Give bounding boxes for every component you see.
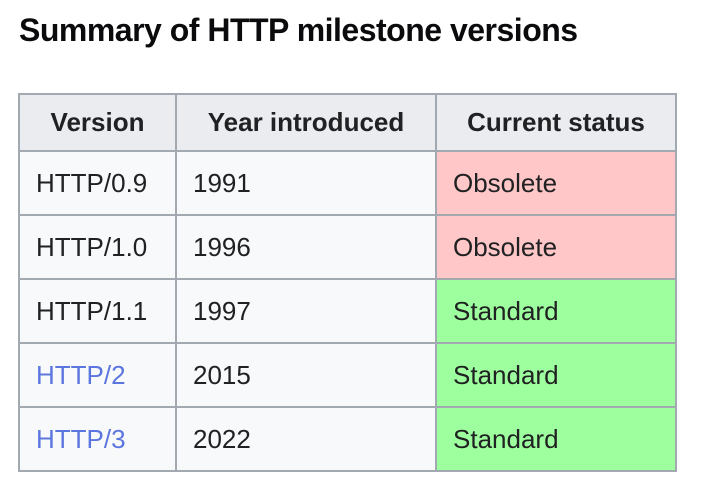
- table-header: Version Year introduced Current status: [18, 93, 677, 152]
- table-row: HTTP/1.0 1996 Obsolete: [18, 214, 677, 280]
- version-link-http2[interactable]: HTTP/2: [18, 342, 177, 408]
- table-row: HTTP/1.1 1997 Standard: [18, 278, 677, 344]
- year-cell: 2022: [175, 406, 437, 472]
- table-body: HTTP/0.9 1991 Obsolete HTTP/1.0 1996 Obs…: [18, 150, 677, 472]
- status-cell: Obsolete: [435, 150, 677, 216]
- status-cell: Standard: [435, 406, 677, 472]
- page-title: Summary of HTTP milestone versions: [19, 12, 578, 48]
- version-cell: HTTP/1.1: [18, 278, 177, 344]
- year-cell: 2015: [175, 342, 437, 408]
- version-cell: HTTP/0.9: [18, 150, 177, 216]
- table-row: HTTP/0.9 1991 Obsolete: [18, 150, 677, 216]
- status-cell: Obsolete: [435, 214, 677, 280]
- version-link-http3[interactable]: HTTP/3: [18, 406, 177, 472]
- year-cell: 1996: [175, 214, 437, 280]
- column-header-year-introduced: Year introduced: [175, 93, 437, 152]
- status-cell: Standard: [435, 278, 677, 344]
- column-header-version: Version: [18, 93, 177, 152]
- year-cell: 1997: [175, 278, 437, 344]
- year-cell: 1991: [175, 150, 437, 216]
- http-versions-table: Version Year introduced Current status H…: [18, 93, 677, 472]
- version-cell: HTTP/1.0: [18, 214, 177, 280]
- table-row: HTTP/2 2015 Standard: [18, 342, 677, 408]
- table-header-row: Version Year introduced Current status: [18, 93, 677, 152]
- status-cell: Standard: [435, 342, 677, 408]
- column-header-current-status: Current status: [435, 93, 677, 152]
- table-row: HTTP/3 2022 Standard: [18, 406, 677, 472]
